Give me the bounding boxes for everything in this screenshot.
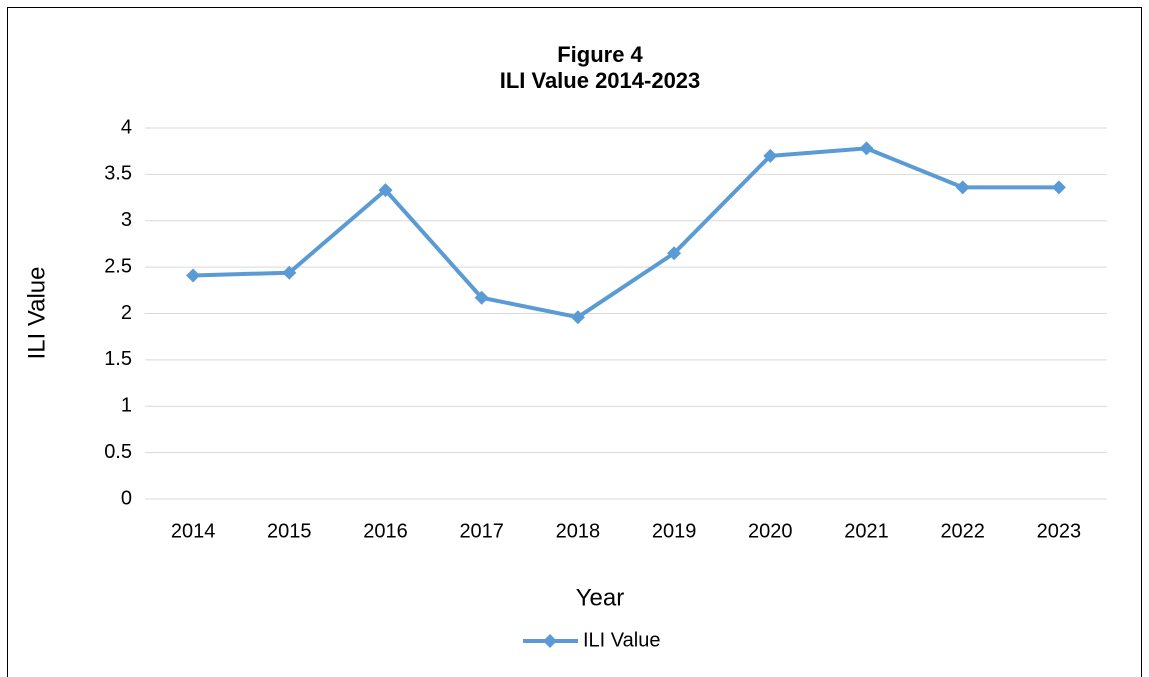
chart-subtitle: ILI Value 2014-2023 [500, 68, 701, 93]
x-tick-label: 2021 [844, 520, 889, 542]
y-tick-label: 0 [121, 487, 132, 509]
x-tick-label: 2017 [459, 520, 504, 542]
marker [474, 290, 489, 305]
x-tick-label: 2022 [940, 520, 985, 542]
marker [955, 180, 970, 195]
marker [1051, 180, 1066, 195]
x-tick-label: 2019 [652, 520, 697, 542]
x-tick-label: 2016 [363, 520, 408, 542]
x-tick-label: 2020 [748, 520, 793, 542]
y-tick-label: 2.5 [104, 255, 132, 277]
marker [570, 310, 585, 325]
y-tick-label: 4 [121, 116, 132, 138]
y-tick-label: 2 [121, 302, 132, 324]
marker [378, 183, 393, 198]
chart-title: Figure 4 [557, 42, 643, 67]
y-axis-title: ILI Value [23, 267, 50, 360]
x-tick-label: 2014 [171, 520, 216, 542]
x-tick-label: 2015 [267, 520, 312, 542]
chart-frame [7, 7, 1142, 677]
x-axis-title: Year [576, 584, 625, 611]
legend-label: ILI Value [583, 629, 660, 651]
x-tick-label: 2023 [1037, 520, 1082, 542]
line [193, 146, 1059, 320]
marker [282, 265, 297, 280]
y-tick-label: 3 [121, 209, 132, 231]
y-tick-label: 1 [121, 395, 132, 417]
y-tick-label: 3.5 [104, 163, 132, 185]
x-tick-label: 2018 [556, 520, 601, 542]
y-tick-label: 1.5 [104, 348, 132, 370]
marker [763, 148, 778, 163]
marker [186, 268, 201, 283]
marker [859, 141, 874, 156]
legend-marker [543, 634, 557, 648]
y-tick-label: 0.5 [104, 441, 132, 463]
marker [667, 246, 682, 261]
